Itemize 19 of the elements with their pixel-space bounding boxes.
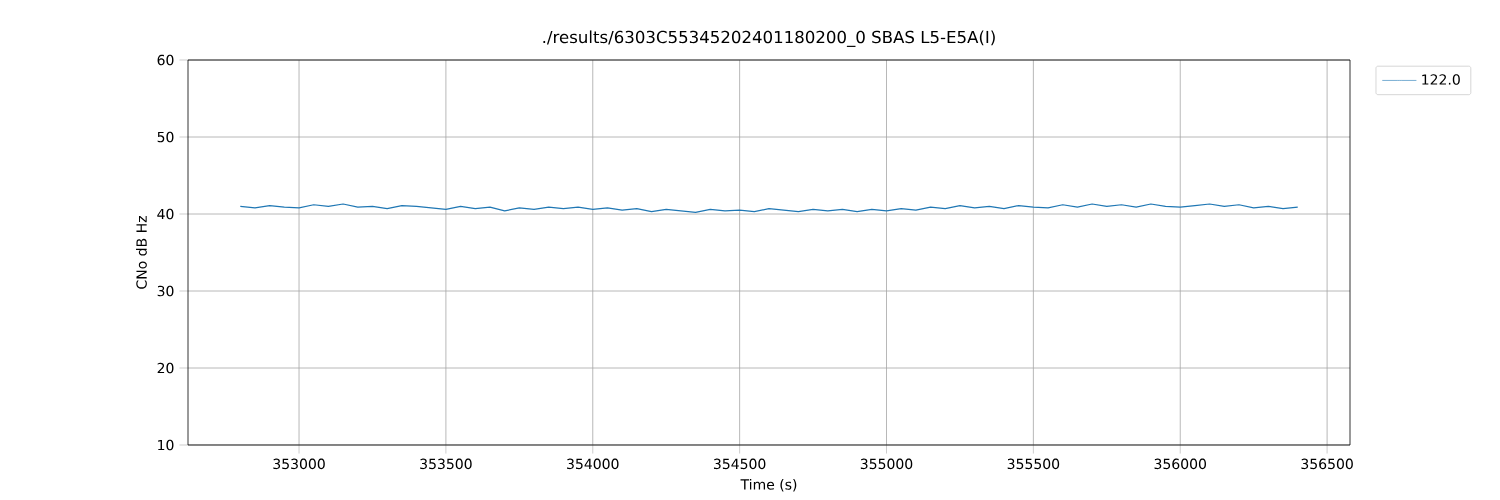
legend-label: 122.0 [1422, 74, 1460, 85]
x-tick-label: 353500 [420, 458, 472, 470]
y-tick-label: 30 [157, 285, 174, 297]
y-tick-label: 50 [157, 131, 174, 143]
chart-title: ./results/6303C55345202401180200_0 SBAS L5-E5A(I) [543, 30, 995, 47]
y-tick-label: 60 [157, 54, 174, 66]
y-tick-label: 40 [157, 208, 174, 220]
line-series [239, 203, 1299, 214]
y-tick-label: 10 [158, 439, 174, 451]
x-tick-label: 356000 [1154, 458, 1206, 470]
y-axis-title: CNo dB Hz [136, 216, 147, 289]
x-tick-label: 354000 [567, 458, 619, 470]
x-axis-title: Time (s) [740, 478, 797, 492]
x-tick-label: 355500 [1007, 458, 1060, 470]
y-tick-label: 20 [157, 362, 174, 374]
x-tick-label: 356500 [1301, 458, 1353, 470]
x-tick-label: 354500 [713, 458, 766, 470]
x-tick-label: 355000 [860, 458, 913, 470]
x-tick-label: 353000 [273, 458, 325, 470]
